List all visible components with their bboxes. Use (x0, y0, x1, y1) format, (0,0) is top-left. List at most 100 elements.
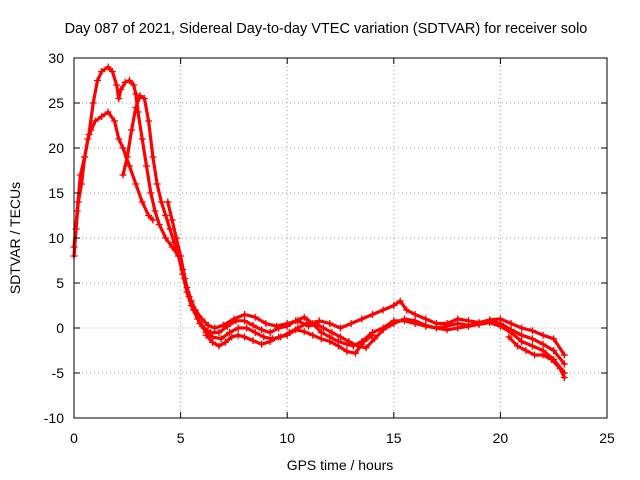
data-point (168, 216, 176, 224)
data-point (209, 338, 217, 346)
data-point (550, 347, 558, 354)
data-point (486, 319, 494, 327)
data-point (149, 153, 157, 161)
data-point (518, 331, 526, 339)
data-point (522, 347, 530, 354)
data-point (232, 317, 240, 325)
y-axis-label: SDTVAR / TECUs (7, 182, 23, 294)
data-point (368, 311, 376, 318)
data-point (140, 95, 148, 102)
data-point (258, 326, 266, 334)
x-tick-label: 10 (279, 430, 295, 446)
plot-frame (73, 57, 608, 419)
data-point (379, 326, 387, 334)
series-line-track-f (507, 335, 566, 380)
data-point (317, 335, 325, 343)
data-point (422, 315, 430, 323)
data-point (362, 344, 370, 352)
data-point (266, 329, 274, 336)
data-point (432, 324, 440, 332)
data-point (249, 337, 257, 345)
data-point (275, 324, 283, 332)
data-point (123, 153, 131, 161)
x-axis-label: GPS time / hours (287, 457, 394, 473)
data-point (283, 322, 291, 330)
grid (74, 58, 607, 418)
series-line-track-e (204, 328, 375, 355)
data-point (300, 313, 308, 321)
data-point (128, 126, 136, 134)
data-point (142, 162, 150, 170)
x-tick-label: 15 (386, 430, 402, 446)
x-tick-label: 0 (70, 430, 78, 446)
data-point (215, 342, 223, 350)
data-point (217, 335, 225, 343)
data-point (528, 327, 536, 335)
data-point (119, 171, 127, 179)
data-point (172, 234, 180, 242)
data-point (548, 356, 556, 363)
data-point (132, 180, 140, 188)
data-point (181, 275, 189, 282)
data-point (166, 225, 174, 233)
data-point (371, 335, 379, 343)
data-point (379, 306, 387, 314)
data-point (149, 216, 157, 224)
data-point (328, 329, 336, 336)
data-point (351, 349, 359, 357)
data-point (496, 322, 504, 330)
data-point (98, 113, 106, 120)
data-point (360, 338, 368, 345)
data-point (196, 320, 204, 327)
data-point (345, 338, 353, 345)
data-point (251, 313, 259, 321)
data-point (147, 189, 155, 197)
data-point (130, 81, 138, 89)
data-point (266, 338, 274, 345)
data-point (234, 324, 242, 332)
data-point (326, 320, 334, 327)
data-point (104, 63, 112, 71)
data-point (513, 342, 521, 350)
y-tick-label: 20 (48, 140, 64, 156)
data-point (138, 135, 146, 143)
data-point (302, 320, 310, 327)
y-tick-label: 30 (48, 50, 64, 66)
data-point (91, 117, 99, 125)
data-point (539, 351, 547, 359)
data-point (189, 306, 197, 314)
data-point (464, 322, 472, 330)
data-point (202, 331, 210, 339)
chart-title: Day 087 of 2021, Sidereal Day-to-day VTE… (65, 21, 588, 37)
data-point (292, 317, 300, 325)
data-point (119, 144, 127, 152)
data-point (153, 180, 161, 188)
data-point (309, 331, 317, 339)
data-point (76, 171, 84, 179)
data-point (108, 68, 116, 75)
data-point (121, 78, 129, 86)
data-point (93, 77, 101, 84)
data-point (539, 331, 547, 339)
data-point (531, 351, 539, 359)
data-point (560, 374, 568, 381)
data-point (454, 324, 462, 332)
data-point (475, 320, 483, 328)
data-point (241, 317, 249, 325)
data-point (125, 77, 133, 84)
data-point (560, 351, 568, 359)
data-point (528, 335, 536, 343)
x-tick-label: 5 (177, 430, 185, 446)
data-point (518, 338, 526, 345)
data-point (81, 153, 89, 161)
data-point (113, 81, 121, 89)
axis-ticks: 0 5 10 15 20 25 -10 -5 0 5 10 15 20 25 30 (44, 50, 615, 446)
data-point (275, 333, 283, 341)
data-point (292, 326, 300, 334)
data-point (505, 333, 513, 341)
data-point (226, 329, 234, 336)
data-point (241, 333, 249, 341)
data-point (115, 135, 123, 143)
data-point (311, 320, 319, 327)
